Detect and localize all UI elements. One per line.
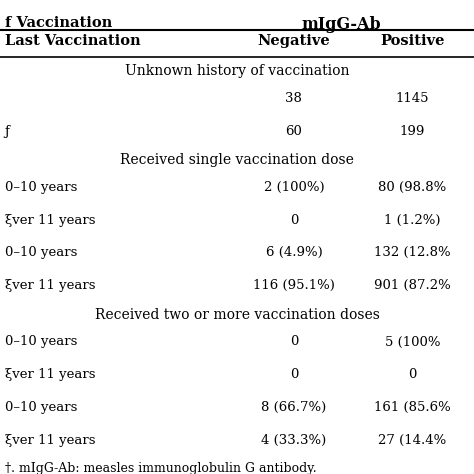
- Text: 5 (100%: 5 (100%: [384, 336, 440, 348]
- Text: ξver 11 years: ξver 11 years: [5, 434, 95, 447]
- Text: Last Vaccination: Last Vaccination: [5, 34, 140, 48]
- Text: Received two or more vaccination doses: Received two or more vaccination doses: [94, 308, 380, 321]
- Text: 4 (33.3%): 4 (33.3%): [261, 434, 327, 447]
- Text: ξver 11 years: ξver 11 years: [5, 368, 95, 381]
- Text: 901 (87.2%: 901 (87.2%: [374, 279, 451, 292]
- Text: 0: 0: [408, 368, 417, 381]
- Text: 8 (66.7%): 8 (66.7%): [261, 401, 327, 414]
- Text: 116 (95.1%): 116 (95.1%): [253, 279, 335, 292]
- Text: 0: 0: [290, 336, 298, 348]
- Text: 6 (4.9%): 6 (4.9%): [265, 246, 322, 259]
- Text: 0–10 years: 0–10 years: [5, 246, 77, 259]
- Text: 199: 199: [400, 125, 425, 137]
- Text: Negative: Negative: [257, 34, 330, 48]
- Text: 0: 0: [290, 368, 298, 381]
- Text: 38: 38: [285, 92, 302, 105]
- Text: ξver 11 years: ξver 11 years: [5, 279, 95, 292]
- Text: 27 (14.4%: 27 (14.4%: [378, 434, 447, 447]
- Text: 1 (1.2%): 1 (1.2%): [384, 214, 441, 227]
- Text: 161 (85.6%: 161 (85.6%: [374, 401, 451, 414]
- Text: 1145: 1145: [396, 92, 429, 105]
- Text: 132 (12.8%: 132 (12.8%: [374, 246, 451, 259]
- Text: 0–10 years: 0–10 years: [5, 401, 77, 414]
- Text: ƒ: ƒ: [5, 125, 9, 137]
- Text: †. mIgG-Ab: measles immunoglobulin G antibody.: †. mIgG-Ab: measles immunoglobulin G ant…: [5, 462, 316, 474]
- Text: 0–10 years: 0–10 years: [5, 336, 77, 348]
- Text: 60: 60: [285, 125, 302, 137]
- Text: 0: 0: [290, 214, 298, 227]
- Text: Positive: Positive: [380, 34, 445, 48]
- Text: 2 (100%): 2 (100%): [264, 181, 324, 194]
- Text: mIgG-Ab: mIgG-Ab: [301, 16, 381, 33]
- Text: Received single vaccination dose: Received single vaccination dose: [120, 153, 354, 167]
- Text: f Vaccination: f Vaccination: [5, 16, 112, 30]
- Text: Unknown history of vaccination: Unknown history of vaccination: [125, 64, 349, 78]
- Text: ξver 11 years: ξver 11 years: [5, 214, 95, 227]
- Text: 0–10 years: 0–10 years: [5, 181, 77, 194]
- Text: 80 (98.8%: 80 (98.8%: [378, 181, 447, 194]
